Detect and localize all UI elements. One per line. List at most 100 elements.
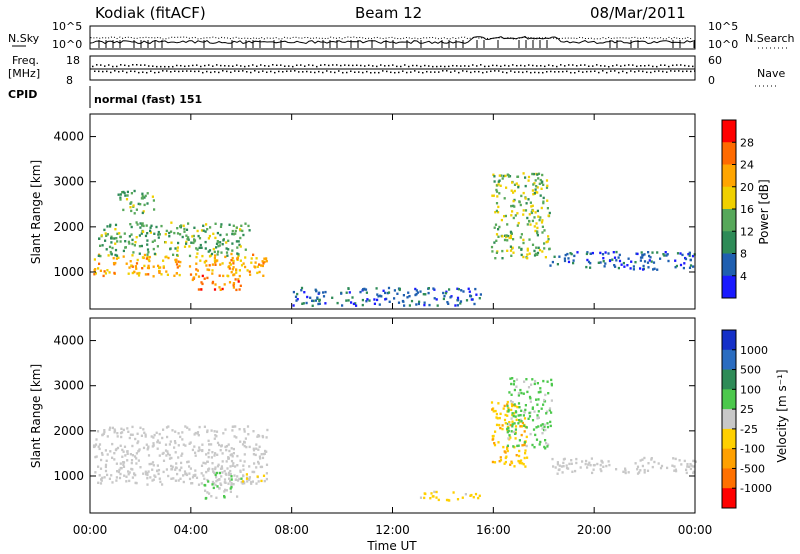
data-cell [115, 254, 119, 257]
data-cell [203, 277, 206, 280]
nave-point [278, 70, 280, 73]
data-cell [177, 260, 180, 263]
nave-point [440, 65, 442, 68]
data-cell [295, 299, 298, 302]
data-cell [424, 293, 427, 296]
data-cell [261, 260, 264, 263]
nave-point [396, 65, 398, 68]
data-cell [196, 229, 199, 233]
data-cell [448, 288, 451, 291]
data-cell [292, 290, 295, 294]
data-cell [164, 443, 168, 446]
nave-point [476, 65, 478, 67]
data-cell [507, 437, 510, 440]
data-cell [491, 194, 494, 197]
data-cell [237, 253, 240, 256]
data-cell [567, 260, 571, 264]
data-cell [541, 180, 544, 183]
data-cell [587, 260, 591, 264]
data-cell [585, 265, 588, 269]
data-cell [225, 241, 228, 244]
xtick-label: 20:00 [577, 523, 612, 537]
nave-point [130, 70, 132, 72]
data-cell [114, 253, 117, 257]
data-cell [511, 377, 514, 380]
data-cell [462, 290, 465, 293]
data-cell [659, 466, 663, 470]
data-cell [147, 454, 151, 457]
nave-point [592, 65, 594, 67]
data-cell [397, 301, 401, 304]
data-cell [186, 426, 189, 429]
data-cell [239, 259, 242, 262]
nave-point [216, 64, 218, 66]
data-cell [520, 409, 523, 412]
data-cell [615, 468, 618, 471]
data-cell [173, 440, 177, 443]
nave-point [324, 64, 326, 66]
data-cell [213, 256, 216, 260]
data-cell [141, 192, 144, 195]
nave-point [110, 71, 112, 74]
data-cell [215, 430, 219, 433]
data-cell [376, 298, 379, 302]
data-cell [497, 441, 500, 444]
data-cell [408, 295, 411, 298]
data-cell [534, 379, 537, 383]
data-cell [193, 226, 196, 229]
data-cell [503, 404, 506, 408]
data-cell [235, 436, 238, 439]
data-cell [243, 430, 246, 433]
nave-point [444, 65, 446, 68]
nave-point [490, 70, 492, 73]
data-cell [511, 423, 514, 426]
data-cell [688, 254, 691, 257]
data-cell [536, 231, 539, 235]
nave-point [174, 70, 176, 72]
nave-point [158, 71, 160, 74]
data-cell [240, 264, 244, 267]
data-cell [140, 197, 143, 200]
nave-point [532, 64, 534, 67]
data-cell [562, 461, 565, 465]
data-cell [424, 492, 427, 496]
data-cell [106, 225, 109, 228]
data-cell [639, 259, 642, 262]
data-cell [174, 247, 177, 250]
data-cell [227, 471, 231, 475]
data-cell [108, 477, 111, 480]
data-cell [179, 225, 182, 228]
data-cell [230, 475, 233, 478]
data-cell [207, 250, 210, 253]
data-cell [617, 256, 620, 259]
data-cell [98, 262, 101, 265]
data-cell [527, 198, 530, 201]
data-cell [188, 442, 191, 445]
data-cell [152, 436, 155, 439]
freq-label-2: [MHz] [8, 67, 40, 80]
data-cell [519, 461, 522, 465]
data-cell [256, 265, 259, 268]
data-cell [232, 462, 235, 465]
data-cell [152, 478, 155, 481]
data-cell [133, 270, 136, 274]
data-cell [505, 455, 508, 458]
data-cell [652, 261, 656, 264]
data-cell [542, 183, 545, 186]
nave-point [448, 65, 450, 68]
data-cell [517, 392, 520, 395]
data-cell [437, 498, 440, 502]
data-cell [528, 395, 532, 399]
data-cell [493, 226, 496, 229]
data-cell [519, 418, 522, 421]
data-cell [444, 292, 448, 295]
data-cell [517, 444, 520, 447]
data-cell [296, 298, 299, 301]
nave-point [598, 71, 600, 74]
nave-point [148, 65, 150, 67]
data-cell [553, 255, 556, 258]
data-cell [236, 246, 239, 249]
data-cell [519, 203, 522, 207]
data-cell [615, 259, 618, 262]
data-cell [530, 383, 533, 386]
